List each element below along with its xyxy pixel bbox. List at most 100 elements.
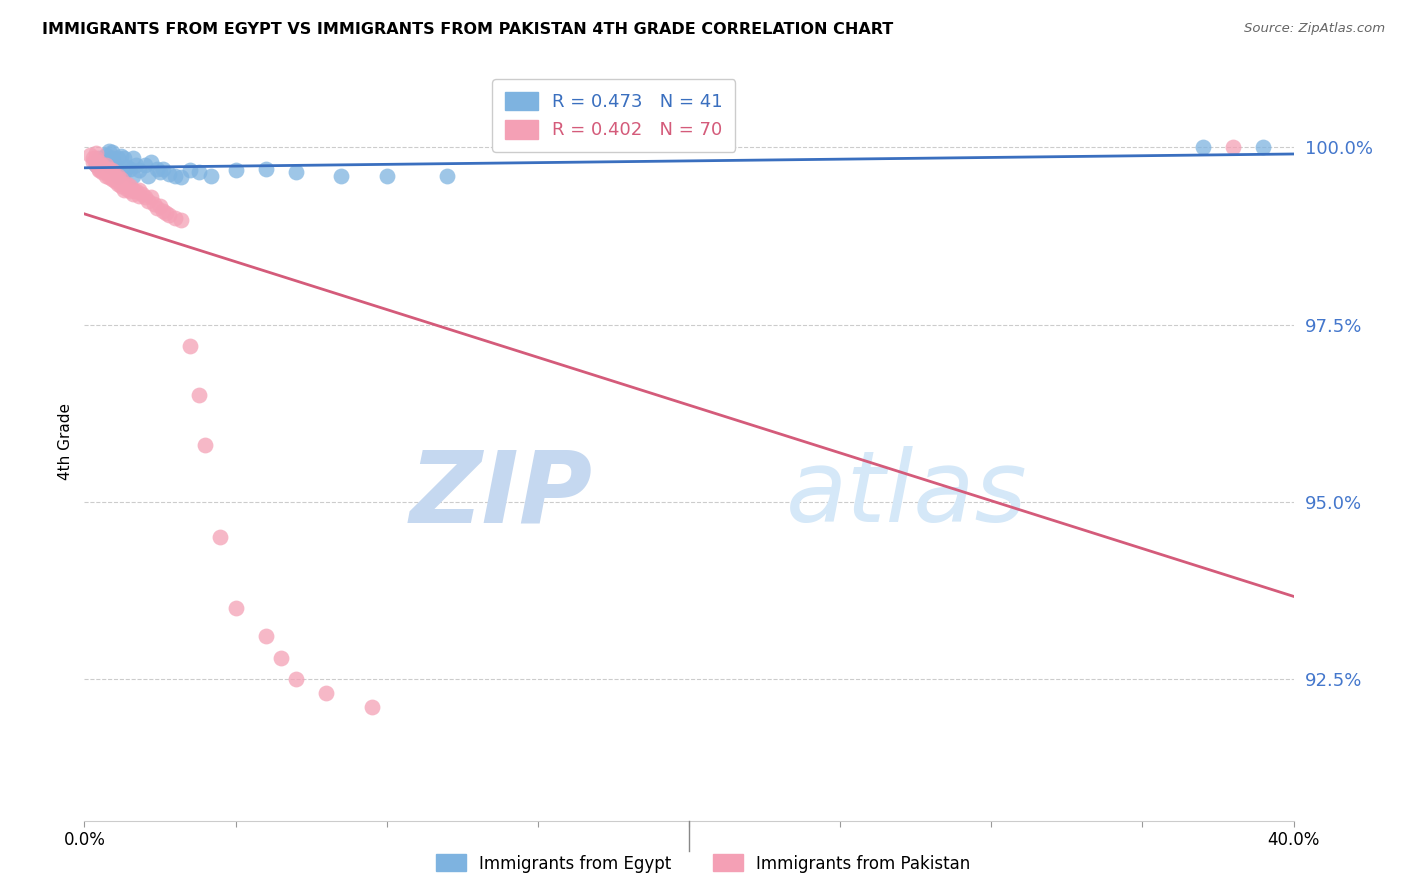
Point [94, 161, 117, 176]
Point [1253, 140, 1275, 154]
Point [91, 154, 114, 169]
Point [104, 172, 127, 186]
Point [100, 169, 122, 183]
Point [100, 169, 122, 183]
Point [194, 438, 217, 452]
Point [146, 161, 169, 176]
Point [94, 169, 117, 183]
Point [139, 154, 162, 169]
Point [149, 198, 172, 212]
Point [165, 211, 187, 226]
Text: atlas: atlas [786, 446, 1028, 543]
Point [121, 169, 143, 183]
Point [107, 151, 129, 165]
Point [86, 158, 108, 172]
Point [112, 178, 135, 192]
Point [155, 205, 177, 219]
Point [128, 163, 150, 178]
Point [170, 170, 193, 185]
Point [110, 149, 132, 163]
Point [89, 151, 111, 165]
Point [165, 169, 187, 183]
Point [115, 181, 138, 195]
Point [112, 165, 135, 179]
Point [136, 194, 159, 208]
Point [91, 158, 114, 172]
Point [330, 169, 353, 183]
Point [104, 174, 127, 188]
Point [188, 165, 211, 179]
Point [79, 147, 101, 161]
Point [91, 165, 114, 179]
Point [225, 601, 247, 615]
Point [254, 161, 277, 176]
Point [89, 163, 111, 178]
Point [97, 161, 120, 176]
Point [285, 165, 308, 179]
Point [110, 176, 132, 190]
Point [142, 197, 165, 211]
Point [270, 650, 292, 665]
Point [128, 188, 150, 202]
Point [100, 151, 122, 165]
Point [285, 672, 308, 686]
Point [97, 168, 120, 182]
Point [94, 147, 117, 161]
Point [375, 169, 398, 183]
Point [82, 151, 104, 165]
Point [152, 204, 174, 219]
Point [139, 190, 162, 204]
Point [89, 154, 111, 169]
Point [104, 158, 127, 172]
Point [136, 169, 159, 183]
Point [146, 201, 169, 215]
Point [107, 178, 129, 192]
Point [125, 158, 148, 172]
Point [225, 163, 247, 178]
Point [107, 169, 129, 183]
Point [107, 169, 129, 183]
Point [104, 170, 127, 185]
Point [360, 700, 382, 714]
Point [179, 339, 201, 353]
Point [112, 151, 135, 165]
Point [1192, 140, 1215, 154]
Point [134, 158, 156, 172]
Point [118, 185, 141, 199]
Point [91, 163, 114, 178]
Point [200, 169, 222, 183]
Point [121, 151, 143, 165]
Point [131, 186, 153, 201]
Point [179, 163, 201, 178]
Point [118, 161, 141, 176]
Point [121, 186, 143, 201]
Point [115, 178, 138, 192]
Point [100, 145, 122, 160]
Point [110, 179, 132, 194]
Point [1222, 140, 1244, 154]
Text: ZIP: ZIP [409, 446, 592, 543]
Legend: R = 0.473   N = 41, R = 0.402   N = 70: R = 0.473 N = 41, R = 0.402 N = 70 [492, 79, 735, 152]
Point [104, 161, 127, 176]
Point [134, 190, 156, 204]
Point [100, 172, 122, 186]
Point [91, 161, 114, 175]
Point [86, 158, 108, 172]
Y-axis label: 4th Grade: 4th Grade [58, 403, 73, 480]
Point [121, 183, 143, 197]
Point [209, 530, 232, 544]
Point [86, 146, 108, 161]
Legend: Immigrants from Egypt, Immigrants from Pakistan: Immigrants from Egypt, Immigrants from P… [429, 847, 977, 880]
Text: Source: ZipAtlas.com: Source: ZipAtlas.com [1244, 22, 1385, 36]
Point [94, 165, 117, 179]
Point [97, 158, 120, 172]
Point [94, 158, 117, 172]
Point [149, 165, 172, 179]
Point [82, 154, 104, 169]
Point [89, 161, 111, 176]
Point [125, 185, 148, 199]
Point [104, 169, 127, 183]
Point [89, 158, 111, 172]
Point [157, 168, 180, 182]
Point [86, 151, 108, 165]
